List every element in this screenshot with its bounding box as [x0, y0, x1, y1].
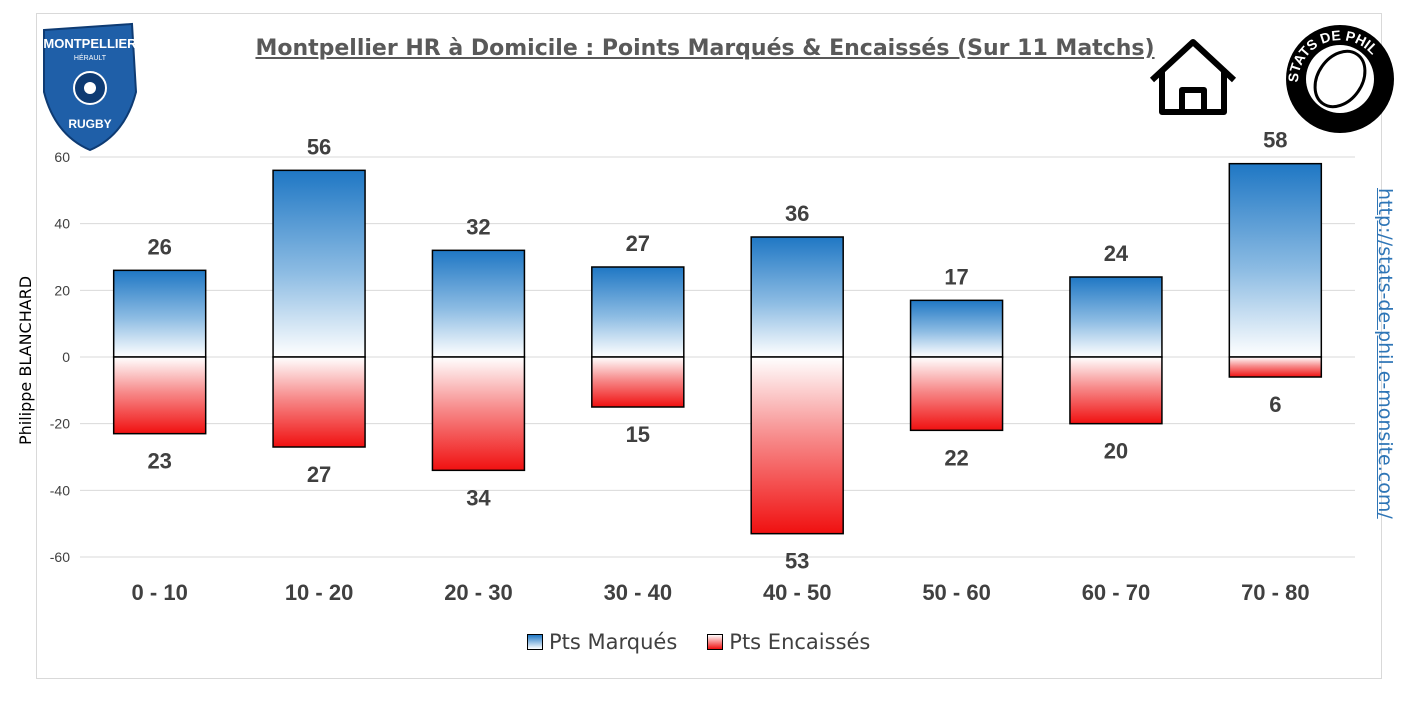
- legend-item-marques: Pts Marqués: [527, 630, 677, 654]
- data-label-marques: 26: [147, 234, 171, 259]
- x-tick-label: 40 - 50: [763, 580, 832, 605]
- data-labels: 26 23 56 27 32 34 27 15 36 53 17 22 24 20 58 6: [147, 128, 1287, 574]
- y-tick-label: -60: [50, 549, 70, 565]
- bar-marques: [591, 266, 685, 358]
- bar-marques: [909, 299, 1004, 358]
- data-label-encaisses: 22: [944, 445, 968, 470]
- legend-swatch-marques: [527, 634, 543, 650]
- data-label-encaisses: 34: [466, 485, 491, 510]
- data-label-marques: 17: [944, 264, 968, 289]
- x-tick-label: 0 - 10: [132, 580, 188, 605]
- chart-title: Montpellier HR à Domicile : Points Marqu…: [255, 36, 1155, 61]
- data-label-marques: 32: [466, 214, 490, 239]
- data-label-encaisses: 27: [307, 462, 331, 487]
- bar-encaisses: [112, 356, 207, 435]
- x-tick-label: 70 - 80: [1241, 580, 1310, 605]
- y-tick-label: -20: [50, 416, 70, 432]
- montpellier-logo: MONTPELLIER HÉRAULT RUGBY: [43, 22, 137, 152]
- bar-encaisses: [431, 356, 526, 472]
- x-axis: 0 - 10 10 - 20 20 - 30 30 - 40 40 - 50 50 - 6…: [132, 580, 1310, 605]
- x-tick-label: 60 - 70: [1082, 580, 1151, 605]
- stats-de-phil-logo: STATS DE PHIL: [1285, 25, 1394, 133]
- x-tick-label: 30 - 40: [604, 580, 673, 605]
- data-label-marques: 36: [785, 201, 809, 226]
- bar-marques: [750, 236, 844, 358]
- bar-marques: [272, 169, 366, 358]
- y-tick-label: 20: [54, 282, 70, 298]
- bar-encaisses: [750, 356, 844, 535]
- bar-marques: [112, 269, 207, 358]
- logo-text-sub: HÉRAULT: [74, 53, 107, 62]
- bar-marques: [1228, 162, 1323, 358]
- bar-encaisses: [909, 356, 1004, 432]
- legend: Pts Marqués Pts Encaissés: [527, 630, 870, 654]
- legend-item-encaisses: Pts Encaissés: [707, 630, 870, 654]
- chart-frame: [36, 13, 1382, 679]
- bars: [112, 162, 1323, 535]
- data-label-marques: 24: [1104, 241, 1129, 266]
- bar-encaisses: [272, 356, 366, 448]
- data-label-marques: 27: [626, 231, 650, 256]
- data-label-encaisses: 20: [1104, 439, 1128, 464]
- site-link[interactable]: http://stats-de-phil.e-monsite.com/: [1374, 188, 1396, 519]
- bar-marques: [431, 249, 526, 358]
- y-tick-label: 60: [54, 149, 70, 165]
- legend-swatch-encaisses: [707, 634, 724, 650]
- y-tick-label: -40: [50, 482, 70, 498]
- bar-encaisses: [1069, 356, 1163, 425]
- legend-label-marques: Pts Marqués: [549, 630, 678, 654]
- bar-encaisses: [1228, 356, 1323, 378]
- y-axis: 60 40 20 0 -20 -40 -60: [50, 149, 70, 565]
- data-label-encaisses: 15: [626, 422, 650, 447]
- gridlines: [80, 156, 1355, 558]
- data-label-marques: 56: [307, 134, 331, 159]
- legend-label-encaisses: Pts Encaissés: [729, 630, 871, 654]
- logo-text-bottom: RUGBY: [68, 117, 111, 131]
- y-tick-label: 40: [54, 216, 70, 232]
- data-label-marques: 58: [1263, 128, 1287, 153]
- data-label-encaisses: 53: [785, 549, 809, 574]
- logo-text-top: MONTPELLIER: [43, 36, 137, 51]
- bar-marques: [1069, 276, 1163, 358]
- author-label: Philippe BLANCHARD: [16, 275, 35, 445]
- y-tick-label: 0: [62, 349, 70, 365]
- home-icon: [1149, 39, 1237, 115]
- x-tick-label: 20 - 30: [444, 580, 513, 605]
- data-label-encaisses: 6: [1269, 392, 1281, 417]
- bar-encaisses: [591, 356, 685, 408]
- x-tick-label: 50 - 60: [922, 580, 991, 605]
- data-label-encaisses: 23: [147, 449, 171, 474]
- x-tick-label: 10 - 20: [285, 580, 354, 605]
